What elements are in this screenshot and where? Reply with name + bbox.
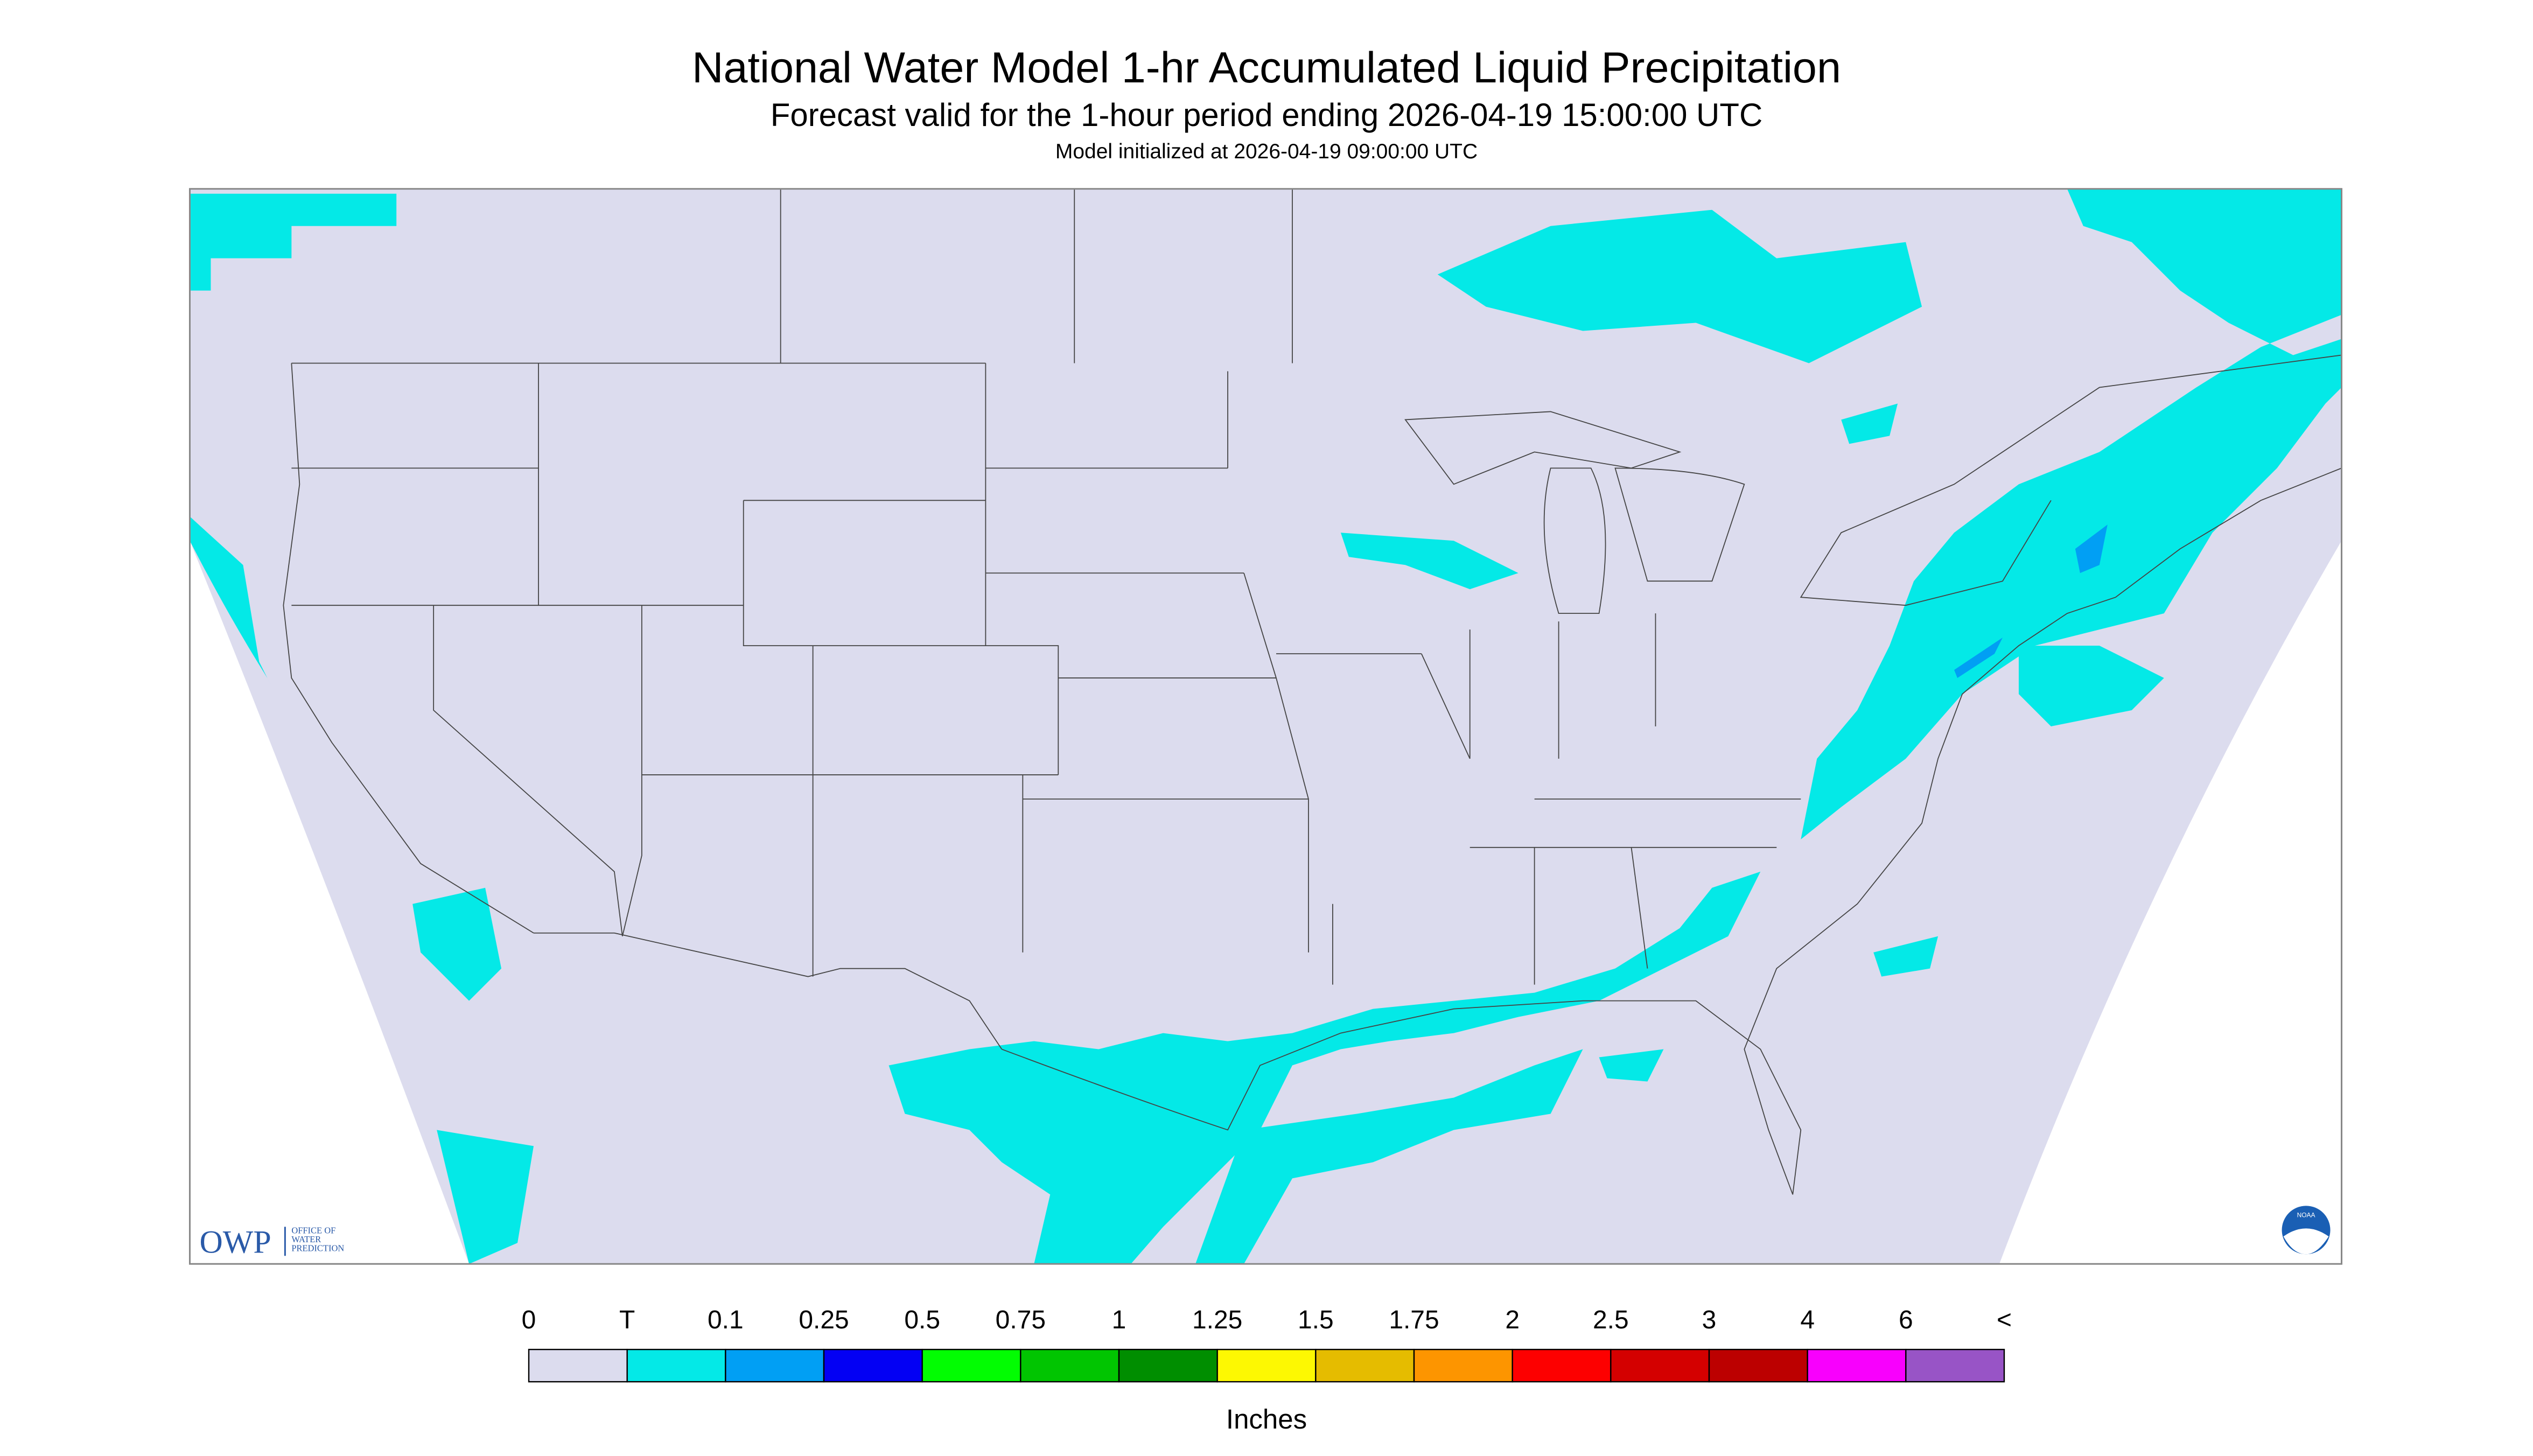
legend-label: 6 bbox=[1899, 1306, 1913, 1334]
legend-swatch bbox=[626, 1348, 726, 1383]
legend-label: 1.75 bbox=[1389, 1306, 1439, 1334]
model-domain bbox=[190, 188, 2342, 1264]
noaa-text: NOAA bbox=[2297, 1211, 2315, 1219]
legend-unit: Inches bbox=[1226, 1404, 1307, 1434]
owp-logo: OWP bbox=[199, 1224, 271, 1259]
legend-label: 0 bbox=[522, 1306, 536, 1334]
legend-swatch bbox=[1118, 1348, 1218, 1383]
title: National Water Model 1-hr Accumulated Li… bbox=[692, 44, 1841, 92]
legend-label: 2.5 bbox=[1593, 1306, 1629, 1334]
legend-label: 0.5 bbox=[904, 1306, 940, 1334]
legend-label: 1 bbox=[1112, 1306, 1126, 1334]
legend-label: 3 bbox=[1702, 1306, 1717, 1334]
subtitle: Forecast valid for the 1-hour period end… bbox=[771, 97, 1763, 133]
legend-label: 0.25 bbox=[799, 1306, 849, 1334]
legend-label: 0.1 bbox=[708, 1306, 744, 1334]
legend-swatch bbox=[921, 1348, 1021, 1383]
legend-label: 2 bbox=[1505, 1306, 1520, 1334]
legend-label: T bbox=[619, 1306, 635, 1334]
legend-swatch bbox=[1020, 1348, 1120, 1383]
legend-label: 0.75 bbox=[996, 1306, 1046, 1334]
legend-swatch bbox=[1413, 1348, 1513, 1383]
legend-swatch bbox=[1315, 1348, 1415, 1383]
boundaries bbox=[283, 188, 2342, 1195]
legend-swatch bbox=[1512, 1348, 1612, 1383]
legend-swatch bbox=[1216, 1348, 1317, 1383]
legend-swatch bbox=[1708, 1348, 1808, 1383]
legend-swatch bbox=[725, 1348, 825, 1383]
owp-name-line: PREDICTION bbox=[291, 1243, 344, 1253]
owp-name-line: WATER bbox=[291, 1234, 321, 1244]
init-time: Model initialized at 2026-04-19 09:00:00… bbox=[1055, 140, 1478, 163]
owp-name-line: OFFICE OF bbox=[291, 1225, 335, 1235]
legend-swatch bbox=[823, 1348, 923, 1383]
legend-label: 1.5 bbox=[1298, 1306, 1334, 1334]
legend: 0 T 0.1 0.25 0.5 0.75 1 1.25 1.5 1.75 2 2.5 3 4 6 < bbox=[522, 1306, 2012, 1383]
legend-swatch bbox=[1807, 1348, 1907, 1383]
legend-label: < bbox=[1997, 1306, 2012, 1334]
map-frame bbox=[188, 188, 2343, 1265]
legend-swatch bbox=[1905, 1348, 2005, 1383]
legend-swatch bbox=[1610, 1348, 1710, 1383]
legend-swatch bbox=[528, 1348, 628, 1383]
legend-label: 1.25 bbox=[1192, 1306, 1242, 1334]
precip-areas bbox=[190, 188, 2342, 1264]
legend-label: 4 bbox=[1800, 1306, 1815, 1334]
